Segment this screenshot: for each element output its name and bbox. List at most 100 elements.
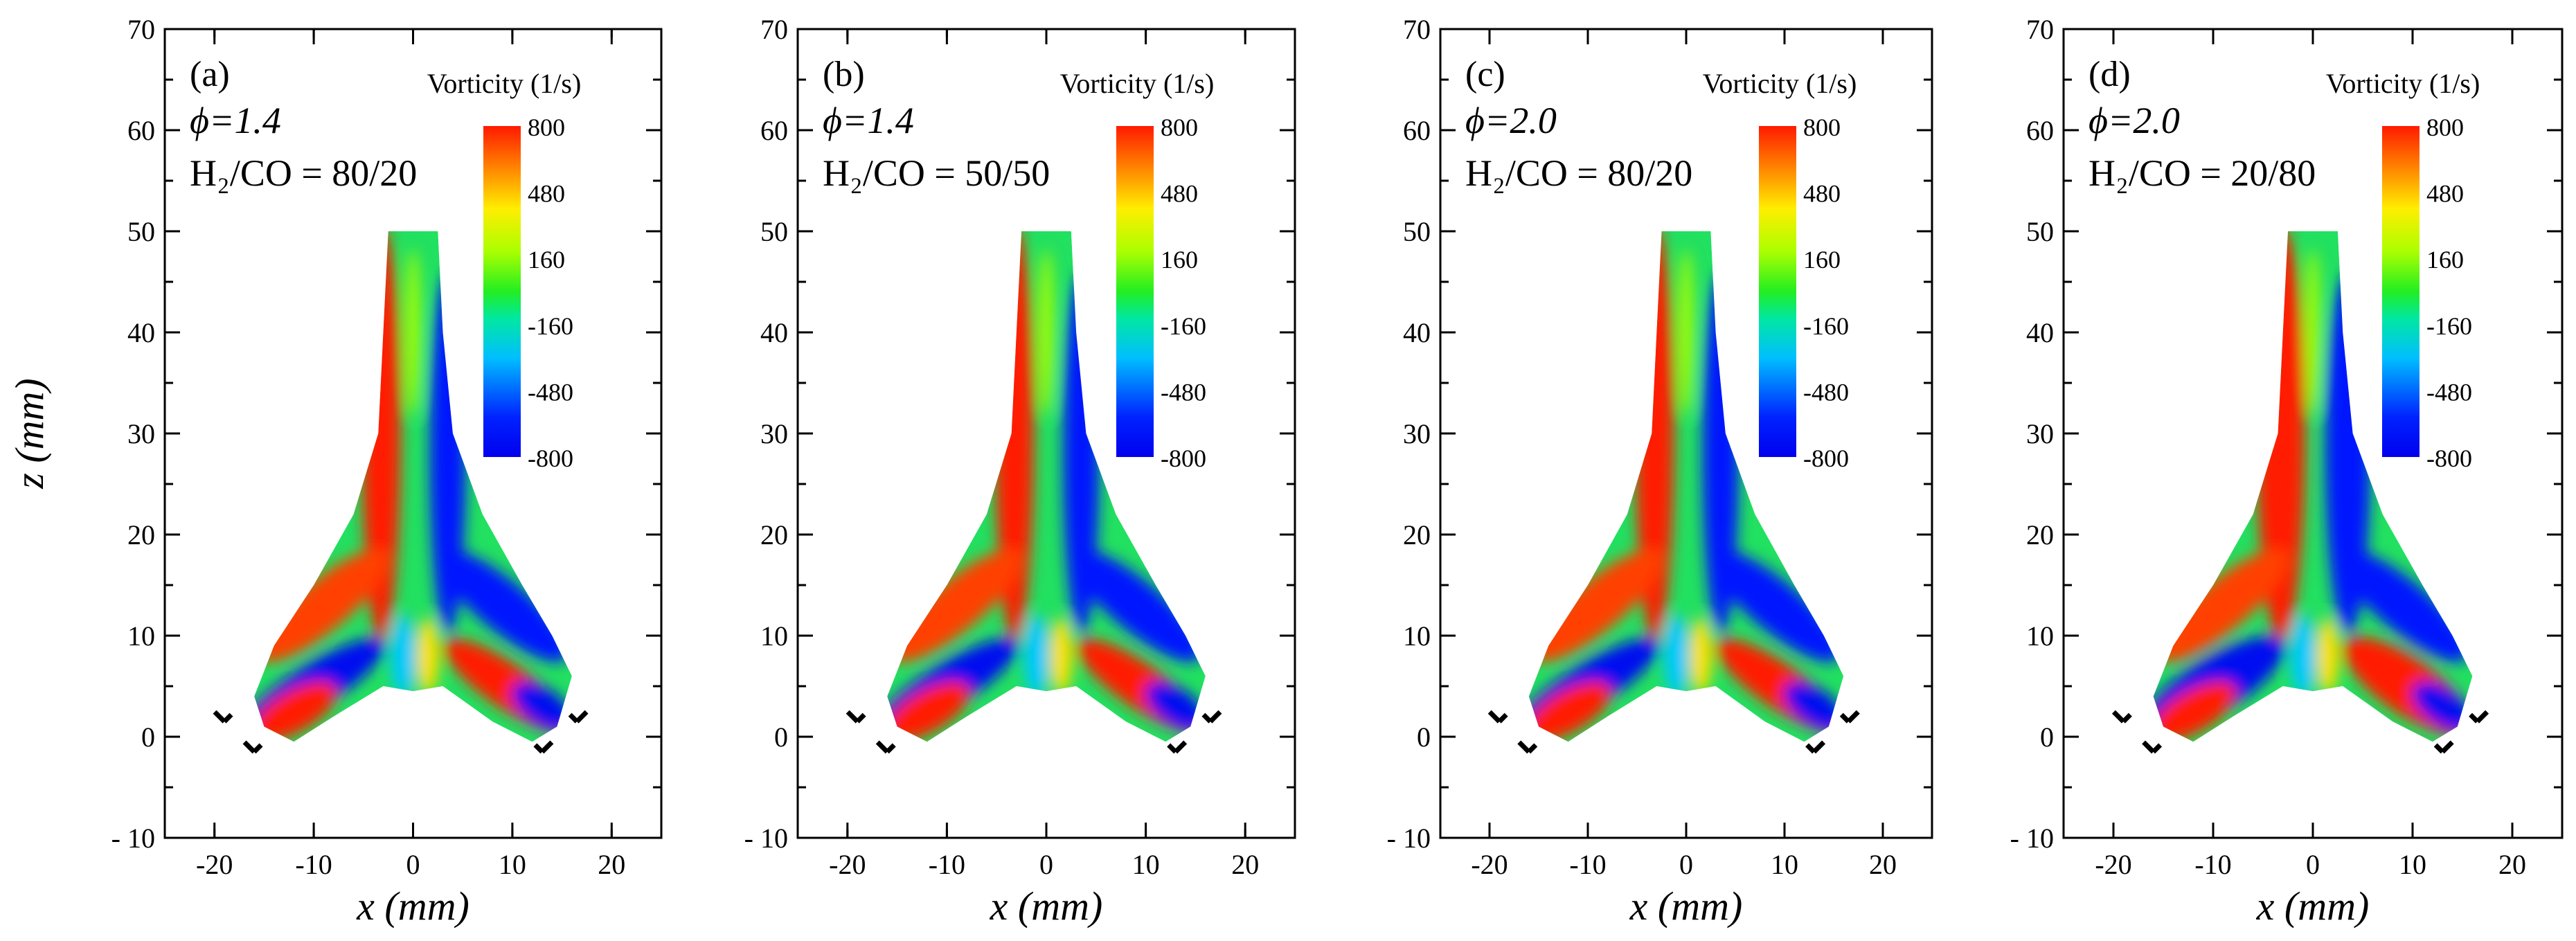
nozzle-marker <box>2142 740 2163 754</box>
colorbar-tick-label: 480 <box>1161 180 1198 208</box>
colorbar <box>2382 126 2420 457</box>
y-tick-label: 30 <box>760 418 788 449</box>
y-tick-label: 40 <box>1403 317 1431 348</box>
x-tick-label: 10 <box>1771 849 1798 880</box>
y-tick-label: 0 <box>1417 722 1431 753</box>
fuel-ratio-label: H₂/CO = 50/50 <box>823 152 1050 194</box>
y-tick-label: 70 <box>1403 14 1431 45</box>
nozzle-marker <box>2111 710 2132 724</box>
y-tick-label: 40 <box>2026 317 2054 348</box>
nozzle-marker <box>1487 710 1508 724</box>
colorbar-tick-label: 800 <box>528 114 565 141</box>
y-tick-label: 10 <box>760 620 788 652</box>
y-tick-label: 40 <box>760 317 788 348</box>
x-tick-label: -20 <box>2095 849 2131 880</box>
colorbar-tick-label: 480 <box>528 180 565 208</box>
fuel-ratio-label: H₂/CO = 80/20 <box>1465 152 1692 194</box>
y-tick-label: 40 <box>127 317 155 348</box>
colorbar-tick-label: -480 <box>528 378 573 406</box>
equivalence-ratio-label: ϕ=2.0 <box>2088 100 2180 141</box>
nozzle-marker <box>1839 710 1860 724</box>
x-tick-label: 0 <box>406 849 420 880</box>
colorbar-tick-label: -160 <box>528 312 573 340</box>
panel-label: (b) <box>823 55 865 94</box>
y-tick-label: 60 <box>127 115 155 146</box>
x-tick-label: 0 <box>2306 849 2320 880</box>
colorbar-tick-label: -800 <box>1161 445 1206 472</box>
nozzle-marker <box>533 740 554 754</box>
colorbar-tick-label: 160 <box>1803 246 1841 274</box>
colorbar-tick-label: -800 <box>2426 445 2472 472</box>
x-tick-label: -20 <box>829 849 866 880</box>
equivalence-ratio-label: ϕ=1.4 <box>190 100 281 141</box>
fuel-ratio-label: H₂/CO = 80/20 <box>190 152 417 194</box>
colorbar-tick-label: 800 <box>1161 114 1198 141</box>
x-axis-label: x (mm) <box>356 884 469 929</box>
panel-d: 70 60 50 40 30 20 10 0 - 10 -20 -10 0 10 20 x (mm) (d) ϕ… <box>2010 14 2564 929</box>
y-tick-label: 10 <box>1403 620 1431 652</box>
y-tick-label: - 10 <box>744 823 788 854</box>
x-tick-label: -20 <box>1471 849 1508 880</box>
x-tick-label: 20 <box>598 849 625 880</box>
colorbar-tick-label: 800 <box>2426 114 2464 141</box>
x-tick-label: -20 <box>196 849 233 880</box>
y-tick-label: 20 <box>2026 519 2054 550</box>
y-tick-label: 20 <box>1403 519 1431 550</box>
x-tick-label: 0 <box>1679 849 1693 880</box>
colorbar-tick-label: -160 <box>1161 312 1206 340</box>
colorbar-tick-label: 480 <box>2426 180 2464 208</box>
x-tick-label: 20 <box>1231 849 1259 880</box>
y-tick-label: 10 <box>127 620 155 652</box>
y-tick-label: 50 <box>127 216 155 247</box>
equivalence-ratio-label: ϕ=1.4 <box>823 100 914 141</box>
y-tick-label: 30 <box>127 418 155 449</box>
y-tick-label: 50 <box>2026 216 2054 247</box>
colorbar-tick-label: -480 <box>2426 378 2472 406</box>
panel-label: (a) <box>190 55 230 94</box>
nozzle-marker <box>1167 740 1188 754</box>
x-axis-label: x (mm) <box>1629 884 1743 929</box>
y-tick-label: 70 <box>760 14 788 45</box>
x-tick-label: 20 <box>1869 849 1897 880</box>
colorbar-tick-label: -480 <box>1161 378 1206 406</box>
colorbar-title: Vorticity (1/s) <box>1703 68 1857 99</box>
x-tick-label: 10 <box>2399 849 2426 880</box>
y-tick-label: 50 <box>760 216 788 247</box>
nozzle-marker <box>2469 710 2489 724</box>
y-axis-label: z (mm) <box>7 378 52 489</box>
nozzle-marker <box>846 710 866 724</box>
panel-c: 70 60 50 40 30 20 10 0 - 10 -20 -10 0 10 20 x (mm) (c) ϕ… <box>1387 14 1933 929</box>
colorbar <box>1116 126 1154 457</box>
y-tick-label: 10 <box>2026 620 2054 652</box>
fuel-ratio-label: H₂/CO = 20/80 <box>2088 152 2316 194</box>
y-tick-label: 60 <box>1403 115 1431 146</box>
colorbar-title: Vorticity (1/s) <box>427 68 582 99</box>
y-tick-label: 60 <box>2026 115 2054 146</box>
x-tick-label: -10 <box>295 849 332 880</box>
y-tick-label: 0 <box>141 722 155 753</box>
nozzle-marker <box>1517 740 1538 754</box>
y-tick-label: 70 <box>127 14 155 45</box>
x-tick-label: 0 <box>1039 849 1053 880</box>
y-tick-label: 30 <box>1403 418 1431 449</box>
panel-a: 70 60 50 40 30 20 10 0 - 10 -20 -10 0 10 20 x (mm) z (m… <box>7 14 663 929</box>
x-tick-label: 10 <box>1132 849 1160 880</box>
x-tick-label: -10 <box>2194 849 2231 880</box>
nozzle-marker <box>2433 740 2454 754</box>
nozzle-marker <box>568 710 589 724</box>
colorbar-tick-label: -480 <box>1803 378 1849 406</box>
colorbar <box>1759 126 1796 457</box>
vorticity-field <box>2153 231 2473 742</box>
x-tick-label: 10 <box>499 849 526 880</box>
vorticity-field <box>1528 231 1844 742</box>
colorbar-tick-label: -800 <box>528 445 573 472</box>
colorbar-title: Vorticity (1/s) <box>1060 68 1215 99</box>
colorbar-tick-label: -800 <box>1803 445 1849 472</box>
y-tick-label: - 10 <box>111 823 155 854</box>
nozzle-marker <box>213 710 233 724</box>
y-tick-label: 60 <box>760 115 788 146</box>
colorbar-tick-label: 160 <box>1161 246 1198 274</box>
nozzle-marker <box>242 740 263 754</box>
panel-label: (c) <box>1465 55 1505 94</box>
